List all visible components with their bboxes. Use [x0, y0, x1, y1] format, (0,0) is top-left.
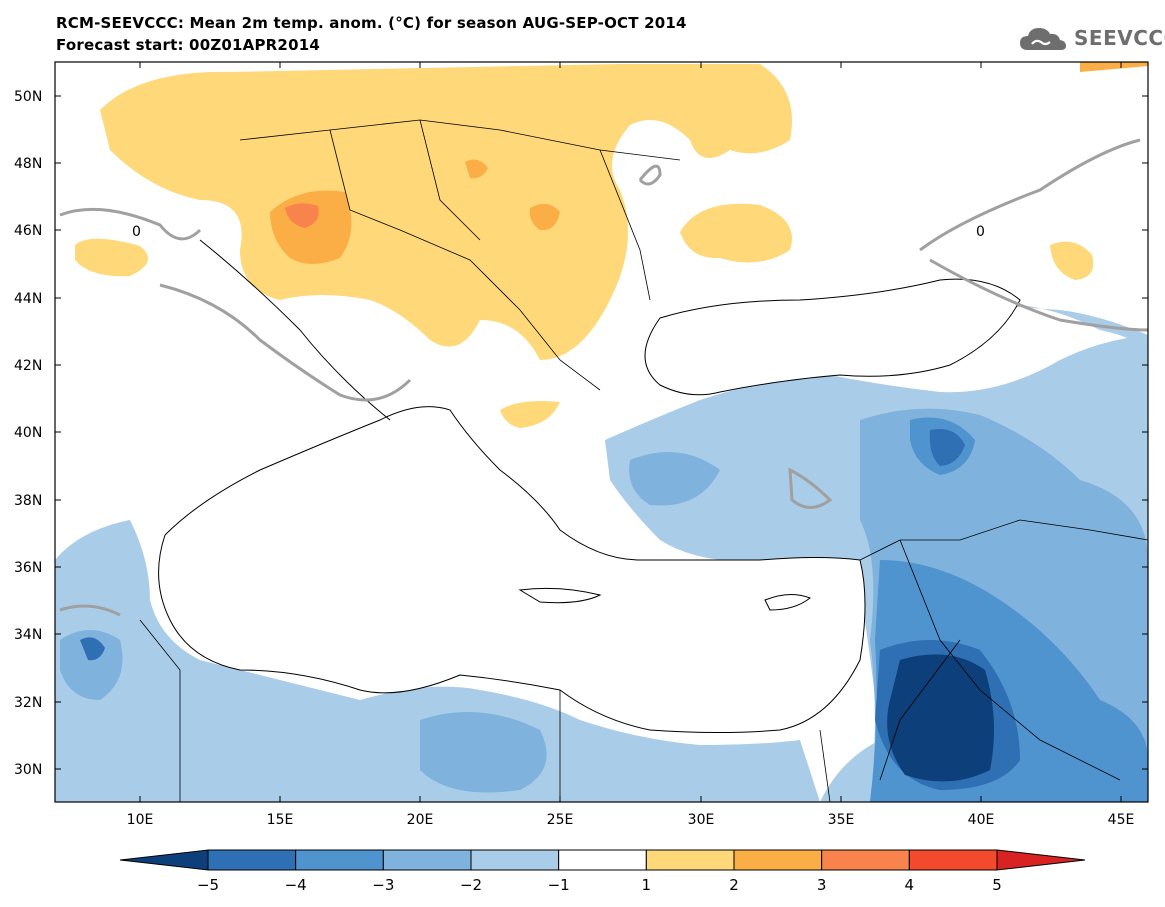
cold-region-north-africa	[55, 520, 820, 802]
colorbar-segment	[733, 849, 823, 871]
colorbar: −5 −4 −3 −2 −1 1 2 3 4 5	[119, 849, 1086, 894]
lat-tick-32N: 32N	[14, 695, 42, 711]
lon-tick-45E: 45E	[1108, 812, 1135, 828]
cold-region-libya	[420, 712, 547, 793]
lon-tick-15E: 15E	[267, 812, 294, 828]
mediterranean-coast	[158, 406, 866, 733]
border-7	[879, 639, 961, 781]
lat-tick-38N: 38N	[14, 493, 42, 509]
warm-region-5	[1080, 62, 1148, 72]
contour-italy	[159, 283, 412, 402]
lat-tick-36N: 36N	[14, 560, 42, 576]
lat-tick-48N: 48N	[14, 156, 42, 172]
chart-title: RCM-SEEVCCC: Mean 2m temp. anom. (°C) fo…	[56, 14, 687, 32]
black-sea-coast	[644, 278, 1021, 396]
warm-core-3	[529, 203, 560, 231]
contour-west-alps	[59, 207, 202, 241]
cold-region-caucasus	[990, 304, 1148, 360]
lon-tick-10E: 10E	[127, 812, 154, 828]
contour-russia	[919, 138, 1141, 252]
lon-tick-20E: 20E	[407, 812, 434, 828]
colorbar-label: 2	[729, 876, 739, 894]
seevccc-logo: SEEVCCC	[1018, 22, 1165, 56]
mediterranean-sea	[158, 406, 866, 733]
cold-region-west-anatolia	[629, 452, 720, 506]
coastlines	[158, 239, 1021, 733]
lon-axis: 10E 15E 20E 25E 30E 35E 40E 45E	[127, 62, 1135, 828]
lat-tick-44N: 44N	[14, 291, 42, 307]
contour-label-west: 0	[132, 224, 141, 240]
logo-text: SEEVCCC	[1074, 26, 1165, 50]
colorbar-label: −1	[548, 876, 570, 894]
border-6	[899, 539, 1121, 781]
contour-moldova	[638, 164, 662, 186]
colorbar-label: 4	[905, 876, 915, 894]
warm-anomaly-shading	[75, 62, 1148, 428]
lat-tick-46N: 46N	[14, 223, 42, 239]
colorbar-label: 3	[817, 876, 827, 894]
colorbar-label: −2	[460, 876, 482, 894]
border-10	[819, 729, 831, 802]
lat-tick-34N: 34N	[14, 627, 42, 643]
colorbar-max-arrow	[996, 849, 1086, 871]
lat-tick-40N: 40N	[14, 425, 42, 441]
cyprus-coast	[764, 594, 811, 611]
colorbar-segment	[558, 849, 647, 871]
italy-adriatic-coast	[199, 239, 391, 421]
colorbar-label: −4	[285, 876, 307, 894]
warm-core-4	[465, 159, 488, 179]
contour-label-east: 0	[976, 224, 985, 240]
colorbar-segment	[382, 849, 472, 871]
border-2	[329, 129, 601, 391]
border-3	[599, 149, 651, 301]
colorbar-min-arrow	[119, 849, 209, 871]
sea-mask	[158, 279, 1020, 733]
country-borders	[139, 119, 1148, 802]
lon-tick-30E: 30E	[688, 812, 715, 828]
contour-tunisia	[59, 604, 121, 617]
colorbar-segment	[295, 849, 384, 871]
contour-anatolia	[788, 467, 833, 509]
colorbar-label: 1	[642, 876, 652, 894]
colorbar-segment	[908, 849, 998, 871]
warm-core-2	[285, 203, 319, 228]
colorbar-label: −3	[372, 876, 394, 894]
cloud-logo-icon	[1020, 28, 1066, 50]
cold-anomaly-shading	[55, 304, 1148, 802]
black-sea	[645, 279, 1020, 395]
lon-tick-25E: 25E	[547, 812, 574, 828]
cold-core-anatolia-inner	[929, 429, 965, 466]
border-5	[859, 519, 1148, 561]
lon-tick-35E: 35E	[828, 812, 855, 828]
colorbar-segment	[821, 849, 910, 871]
map-canvas: 0 0	[55, 62, 1148, 802]
lat-axis: 50N 48N 46N 44N 42N 40N 38N 36N 34N 32N …	[14, 89, 1148, 778]
lat-tick-50N: 50N	[14, 89, 42, 105]
zero-contours	[59, 138, 1148, 617]
border-4	[419, 119, 481, 241]
warm-region-2	[75, 238, 148, 277]
colorbar-label: 5	[992, 876, 1002, 894]
warm-region-6	[500, 401, 560, 428]
cold-core-jordan	[887, 654, 994, 782]
colorbar-segment	[470, 849, 560, 871]
cold-region-tunisia	[60, 630, 123, 700]
contour-caucasus	[929, 258, 1148, 332]
warm-region-1	[100, 64, 792, 360]
forecast-start-label: Forecast start: 00Z01APR2014	[56, 36, 320, 54]
border-1	[239, 119, 681, 161]
warm-region-3	[680, 203, 792, 263]
ionian-sea	[270, 426, 336, 503]
cold-core-tunisia	[80, 637, 105, 661]
border-9	[139, 619, 181, 802]
colorbar-segment	[207, 849, 297, 871]
lat-tick-30N: 30N	[14, 762, 42, 778]
colorbar-label: −5	[197, 876, 219, 894]
warm-region-4	[1050, 241, 1094, 280]
lat-tick-42N: 42N	[14, 358, 42, 374]
colorbar-segment	[645, 849, 735, 871]
lon-tick-40E: 40E	[968, 812, 995, 828]
crete-coast	[518, 587, 602, 604]
